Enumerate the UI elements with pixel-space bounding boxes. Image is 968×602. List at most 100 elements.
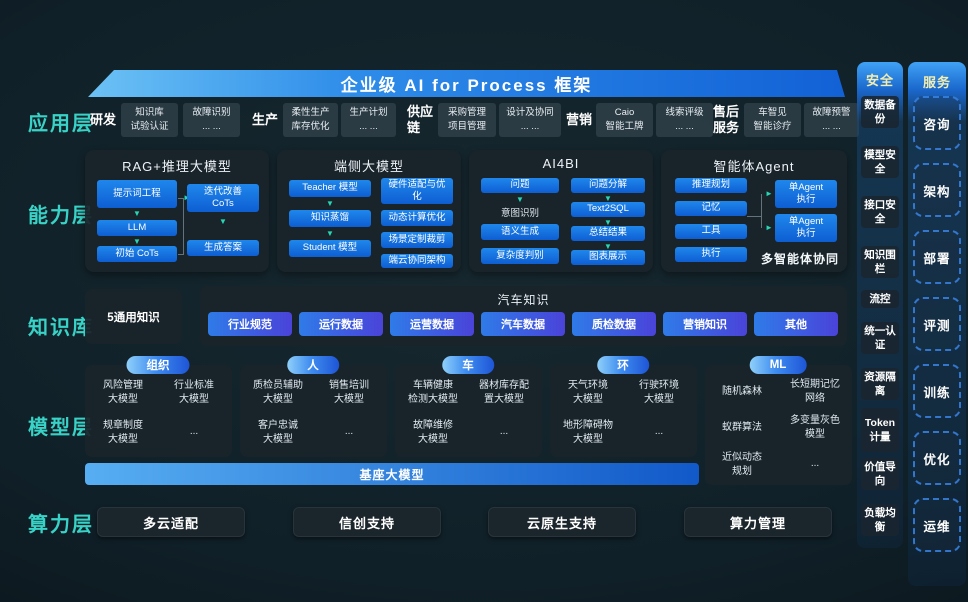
rag-node-llm: LLM: [97, 220, 177, 236]
model-item-ellipsis: ...: [810, 458, 820, 469]
ai4bi-node-decompose: 问题分解: [571, 178, 645, 193]
edge-node-distill: 知识蒸馏: [289, 210, 371, 227]
ai4bi-node-semantic: 语义生成: [481, 224, 559, 240]
model-item-ellipsis: ...: [189, 426, 199, 437]
rag-node-answer: 生成答案: [187, 240, 259, 256]
model-item: 故障维修 大模型: [413, 420, 453, 445]
model-item: 车辆健康 检测大模型: [408, 380, 458, 405]
capability-box-agent-title: 智能体Agent: [713, 159, 795, 174]
knowledge-domain-title: 汽车知识: [497, 293, 550, 307]
security-item: 流控: [861, 290, 899, 308]
service-column: 服务 咨询 架构 部署 评测 训练 优化 运维: [908, 62, 966, 586]
edge-feature: 端云协同架构: [381, 254, 453, 268]
service-item: 咨询: [913, 96, 961, 150]
arrow-down-icon: ▼: [133, 237, 141, 246]
arrow-down-icon: ▼: [219, 217, 227, 226]
layer-label-capability: 能力层: [28, 205, 94, 227]
arrow-down-icon: ▼: [133, 209, 141, 218]
security-item: Token计量: [861, 408, 899, 452]
compute-item-management: 算力管理: [684, 507, 832, 537]
agent-caption: 多智能体协同: [761, 252, 840, 266]
model-group-tag-ml: ML: [749, 356, 807, 374]
arrow-down-icon: ▼: [604, 194, 612, 203]
app-group-production-label: 生产: [252, 112, 279, 127]
edge-feature: 硬件适配与优 化: [381, 178, 453, 204]
arrow-down-icon: ▼: [604, 242, 612, 251]
capability-box-rag-title: RAG+推理大模型: [122, 159, 232, 174]
security-item: 模型安全: [861, 146, 899, 178]
agent-module: 推理规划: [675, 178, 747, 193]
service-item: 部署: [913, 230, 961, 284]
model-group-environment: 天气环境 大模型 行驶环境 大模型 地形障碍物 大模型 ...: [550, 365, 697, 457]
service-item: 运维: [913, 498, 961, 552]
model-group-tag-vehicle: 车: [442, 356, 494, 374]
model-group-ml: 随机森林 长短期记忆 网络 蚁群算法 多变量灰色 模型 近似动态 规划 ...: [705, 365, 852, 485]
knowledge-pill: 行业规范: [208, 312, 292, 336]
model-group-vehicle: 车辆健康 检测大模型 器材库存配 置大模型 故障维修 大模型 ...: [395, 365, 542, 457]
model-item: 销售培训 大模型: [329, 380, 369, 405]
app-chip: 生产计划 ... ...: [341, 103, 396, 137]
service-item: 架构: [913, 163, 961, 217]
edge-feature: 场景定制裁剪: [381, 232, 453, 248]
ai4bi-node-question: 问题: [481, 178, 559, 193]
model-item: 天气环境 大模型: [568, 380, 608, 405]
app-chip: 车智见 智能诊疗: [744, 103, 801, 137]
layer-label-knowledge: 知识库: [28, 317, 94, 339]
security-item: 知识围栏: [861, 246, 899, 278]
rag-node-init-cots: 初始 CoTs: [97, 246, 177, 262]
app-chip: 故障预警 ... ...: [804, 103, 859, 137]
app-group-aftersales-label: 售后 服务: [713, 104, 740, 136]
app-group-supplychain-label: 供应 链: [407, 104, 434, 136]
service-item: 训练: [913, 364, 961, 418]
model-item: 近似动态 规划: [722, 452, 762, 477]
model-group-tag-environment: 环: [597, 356, 649, 374]
security-column: 安全 数据备份 模型安全 接口安全 知识围栏 流控 统一认证 资源隔离 Toke…: [857, 62, 903, 548]
agent-executor: 单Agent 执行: [775, 214, 837, 242]
ai4bi-text-intent: 意图识别: [500, 208, 539, 219]
model-item: 器材库存配 置大模型: [479, 380, 529, 405]
model-item: 客户忠诚 大模型: [258, 420, 298, 445]
capability-box-edge: 端侧大模型 Teacher 模型 ▼ 知识蒸馏 ▼ Student 模型 硬件适…: [277, 150, 461, 272]
edge-node-teacher: Teacher 模型: [289, 180, 371, 197]
knowledge-pill: 运行数据: [299, 312, 383, 336]
rag-node-prompt: 提示词工程: [97, 180, 177, 208]
model-group-tag-org: 组织: [126, 356, 190, 374]
knowledge-pill: 运营数据: [390, 312, 474, 336]
service-column-title: 服务: [922, 75, 951, 90]
model-item: 行驶环境 大模型: [639, 380, 679, 405]
model-item: 随机森林: [722, 386, 762, 397]
capability-box-edge-title: 端侧大模型: [333, 159, 404, 174]
app-chip: 设计及协同 ... ...: [499, 103, 561, 137]
security-item: 数据备份: [861, 96, 899, 128]
security-item: 资源隔离: [861, 368, 899, 400]
rag-node-iterate: 迭代改善 CoTs: [187, 184, 259, 212]
app-chip: Caio 智能工牌: [596, 103, 653, 137]
app-group-rd-label: 研发: [90, 112, 117, 127]
knowledge-general-box: 5通用知识: [85, 289, 182, 344]
compute-item-multicloud: 多云适配: [97, 507, 245, 537]
model-item: 地形障碍物 大模型: [563, 420, 613, 445]
model-item: 规章制度 大模型: [103, 420, 143, 445]
capability-box-ai4bi: AI4BI 问题 ▼ 意图识别 语义生成 复杂度判别 问题分解 ▼ Text2S…: [469, 150, 653, 272]
arrow-right-icon: ►: [181, 194, 193, 202]
layer-label-app: 应用层: [28, 113, 94, 135]
ai4bi-node-summary: 总结结果: [571, 226, 645, 241]
ai4bi-node-text2sql: Text2SQL: [571, 202, 645, 217]
edge-feature: 动态计算优化: [381, 210, 453, 226]
arrow-down-icon: ▼: [516, 195, 524, 204]
model-item: 蚁群算法: [722, 422, 762, 433]
model-item: 多变量灰色 模型: [790, 415, 840, 440]
capability-box-rag: RAG+推理大模型 提示词工程 ▼ LLM ▼ 初始 CoTs ► 迭代改善 C…: [85, 150, 269, 272]
security-item: 价值导向: [861, 458, 899, 490]
banner-title: 企业级 AI for Process 框架: [340, 76, 593, 95]
model-item: 质检员辅助 大模型: [253, 380, 303, 405]
model-item-ellipsis: ...: [499, 426, 509, 437]
app-chip: 采购管理 项目管理: [438, 103, 496, 137]
model-item-ellipsis: ...: [344, 426, 354, 437]
compute-item-xinchuang: 信创支持: [293, 507, 441, 537]
app-chip: 知识库 试验认证: [121, 103, 178, 137]
service-item: 优化: [913, 431, 961, 485]
model-group-people: 质检员辅助 大模型 销售培训 大模型 客户忠诚 大模型 ...: [240, 365, 387, 457]
compute-item-cloudnative: 云原生支持: [488, 507, 636, 537]
